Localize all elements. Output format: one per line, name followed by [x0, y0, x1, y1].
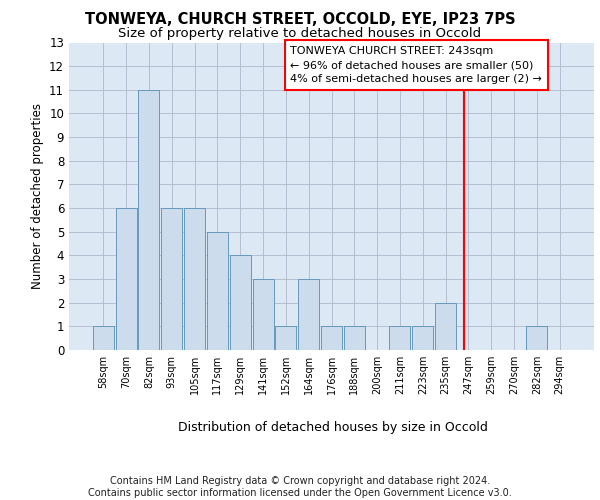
Bar [253, 279, 274, 350]
Bar [184, 208, 205, 350]
Bar [389, 326, 410, 350]
Text: Contains HM Land Registry data © Crown copyright and database right 2024.
Contai: Contains HM Land Registry data © Crown c… [88, 476, 512, 498]
Bar [275, 326, 296, 350]
Bar [344, 326, 365, 350]
Bar [435, 302, 456, 350]
Y-axis label: Number of detached properties: Number of detached properties [31, 104, 44, 289]
Bar [412, 326, 433, 350]
Bar [526, 326, 547, 350]
Bar [139, 90, 160, 350]
Text: Size of property relative to detached houses in Occold: Size of property relative to detached ho… [118, 28, 482, 40]
Bar [161, 208, 182, 350]
Text: Distribution of detached houses by size in Occold: Distribution of detached houses by size … [178, 421, 488, 434]
Bar [321, 326, 342, 350]
Bar [298, 279, 319, 350]
Bar [230, 256, 251, 350]
Text: TONWEYA CHURCH STREET: 243sqm
← 96% of detached houses are smaller (50)
4% of se: TONWEYA CHURCH STREET: 243sqm ← 96% of d… [290, 46, 542, 84]
Bar [207, 232, 228, 350]
Bar [93, 326, 114, 350]
Text: TONWEYA, CHURCH STREET, OCCOLD, EYE, IP23 7PS: TONWEYA, CHURCH STREET, OCCOLD, EYE, IP2… [85, 12, 515, 28]
Bar [116, 208, 137, 350]
